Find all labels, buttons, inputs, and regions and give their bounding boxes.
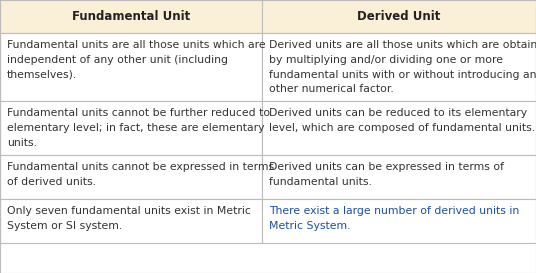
Bar: [262, 33, 536, 101]
Bar: [0, 199, 262, 243]
Bar: [0, 101, 262, 155]
Bar: [262, 199, 536, 243]
Bar: [0, 155, 262, 199]
Text: Only seven fundamental units exist in Metric
System or SI system.: Only seven fundamental units exist in Me…: [7, 206, 251, 231]
Text: Derived units can be expressed in terms of
fundamental units.: Derived units can be expressed in terms …: [269, 162, 504, 187]
Text: Derived Unit: Derived Unit: [358, 10, 441, 23]
Text: Derived units are all those units which are obtained
by multiplying and/or divid: Derived units are all those units which …: [269, 40, 536, 94]
Bar: [0, 33, 262, 101]
Bar: [0, 0, 262, 33]
Bar: [262, 155, 536, 199]
Text: Derived units can be reduced to its elementary
level, which are composed of fund: Derived units can be reduced to its elem…: [269, 108, 535, 133]
Bar: [262, 101, 536, 155]
Text: There exist a large number of derived units in
Metric System.: There exist a large number of derived un…: [269, 206, 519, 231]
Text: Fundamental units cannot be expressed in terms
of derived units.: Fundamental units cannot be expressed in…: [7, 162, 274, 187]
Text: Fundamental units cannot be further reduced to
elementary level; in fact, these : Fundamental units cannot be further redu…: [7, 108, 270, 148]
Text: Fundamental units are all those units which are
independent of any other unit (i: Fundamental units are all those units wh…: [7, 40, 266, 80]
Text: Fundamental Unit: Fundamental Unit: [72, 10, 190, 23]
Bar: [262, 0, 536, 33]
